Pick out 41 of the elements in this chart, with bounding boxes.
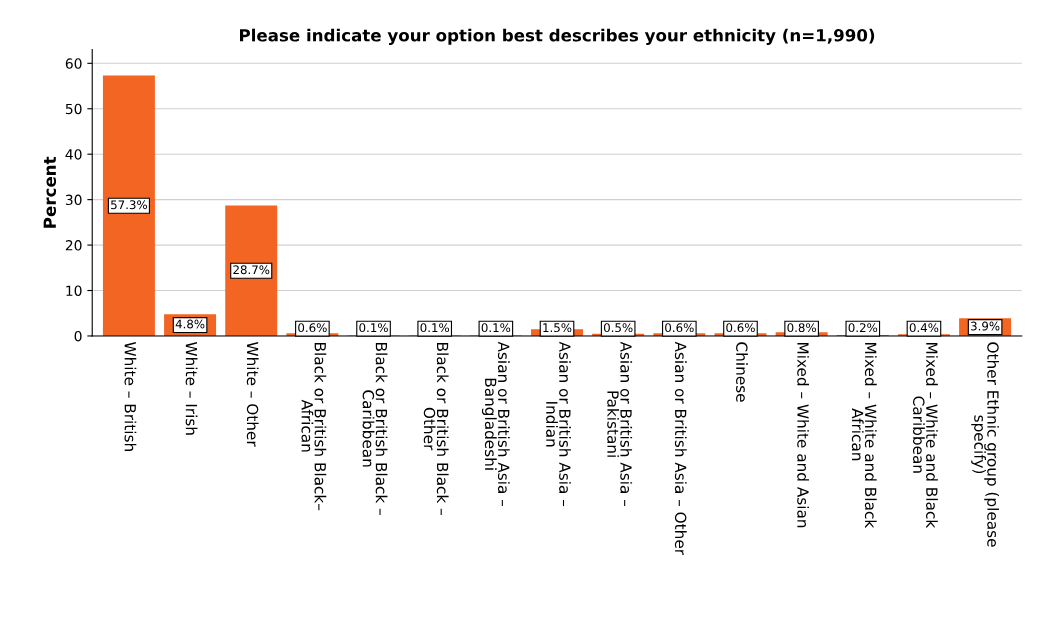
- data-label: 28.7%: [233, 265, 270, 275]
- y-tick-label: 50: [65, 103, 82, 115]
- data-label: 0.1%: [481, 323, 511, 333]
- x-tick-label: Asian or British Asia – Pakistani: [607, 341, 633, 507]
- data-label: 0.1%: [420, 323, 450, 333]
- data-label: 57.3%: [111, 200, 148, 210]
- x-tick-label: Chinese: [736, 342, 748, 402]
- x-tick-label: Black or British Black– African: [301, 343, 327, 511]
- x-tick-label: Black or British Black – Caribbean: [362, 343, 388, 516]
- data-label: 0.6%: [298, 323, 327, 333]
- x-tick-label: Mixed – White and Black Caribbean: [912, 343, 938, 529]
- x-tick-label: Asian or British Asia – Bangladeshi: [481, 341, 510, 507]
- data-label: 1.5%: [543, 323, 572, 333]
- data-label: 0.8%: [787, 323, 816, 333]
- x-tick-label: White – British: [124, 342, 137, 451]
- data-label: 0.2%: [848, 323, 878, 333]
- y-tick-label: 30: [65, 194, 82, 206]
- bar: [225, 205, 278, 336]
- x-tick-label: Black or British Black – Other: [423, 343, 449, 516]
- data-label: 0.4%: [909, 323, 939, 333]
- x-tick-label: Mixed – White and Black African: [851, 343, 877, 529]
- y-tick-label: 60: [65, 58, 82, 69]
- data-label: 0.6%: [726, 323, 755, 333]
- data-label: 0.6%: [665, 323, 694, 333]
- data-label: 3.9%: [971, 321, 1000, 331]
- x-tick-label: Asian or British Asia – Indian: [546, 341, 571, 507]
- y-tick-label: 0: [74, 330, 82, 342]
- bar: [102, 75, 155, 336]
- x-tick-label: White – Other: [246, 342, 259, 447]
- y-tick-label: 40: [65, 149, 82, 160]
- x-tick-label: White – Irish: [185, 342, 198, 435]
- data-label: 0.1%: [359, 323, 388, 333]
- data-label: 4.8%: [175, 319, 205, 329]
- chart-title: Please indicate your option best describes your ethnicity (n=1,990): [240, 28, 875, 45]
- y-tick-label: 20: [65, 240, 82, 251]
- data-label: 0.5%: [603, 323, 633, 333]
- x-tick-label: Mixed – White and Asian: [797, 343, 810, 528]
- x-tick-label: Other Ethnic group (please specify): [971, 342, 1000, 547]
- y-axis-title: Percent: [43, 156, 57, 228]
- x-tick-label: Asian or British Asia – Other: [674, 341, 687, 556]
- y-tick-label: 10: [66, 285, 82, 296]
